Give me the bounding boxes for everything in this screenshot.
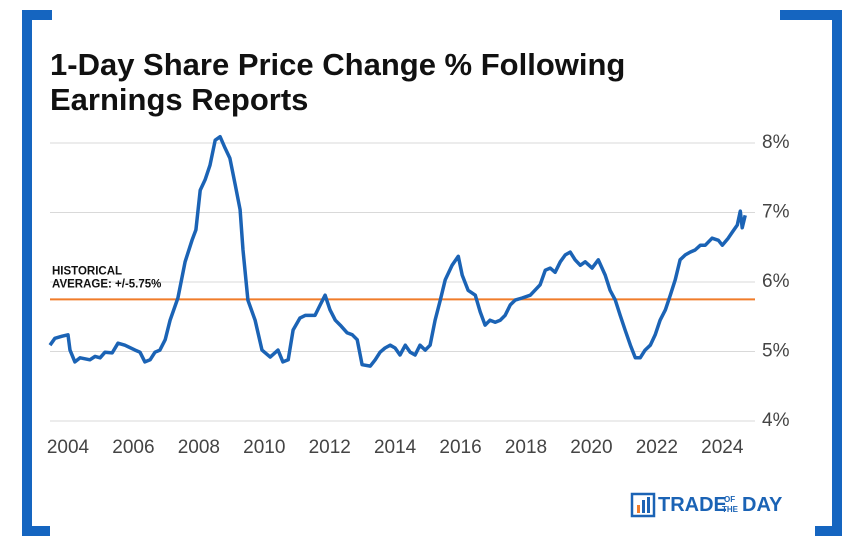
annotation: HISTORICAL <box>52 265 122 277</box>
left-bracket-bottom <box>22 526 50 536</box>
logo-text: OF <box>724 495 735 504</box>
left-bracket-top <box>22 10 52 20</box>
frame <box>22 10 842 536</box>
x-tick-label: 2010 <box>243 437 285 458</box>
logo-text: TRADE <box>658 494 727 516</box>
y-tick-label: 7% <box>762 202 790 223</box>
right-bracket-top <box>780 10 842 20</box>
chart-title: 1-Day Share Price Change % Following <box>50 47 625 82</box>
right-bracket <box>832 10 842 536</box>
right-bracket-bottom <box>815 526 842 536</box>
data-line <box>48 134 747 368</box>
x-tick-label: 2018 <box>505 437 547 458</box>
x-tick-label: 2008 <box>178 437 220 458</box>
y-tick-label: 4% <box>762 410 790 431</box>
x-tick-label: 2012 <box>309 437 351 458</box>
y-tick-label: 5% <box>762 341 790 362</box>
x-tick-label: 2006 <box>112 437 154 458</box>
logo-icon <box>642 500 645 513</box>
logo-text: THE <box>722 505 739 514</box>
y-tick-label: 6% <box>762 271 790 292</box>
annotation: AVERAGE: +/-5.75% <box>52 278 161 290</box>
logo-icon <box>637 505 640 513</box>
chart-title: Earnings Reports <box>50 82 308 117</box>
x-tick-label: 2022 <box>636 437 678 458</box>
x-tick-label: 2014 <box>374 437 417 458</box>
logo-icon <box>630 492 656 518</box>
logo: TRADE OF THE DAY <box>630 492 783 518</box>
y-tick-label: 8% <box>762 132 790 153</box>
logo-icon <box>647 497 650 513</box>
x-tick-label: 2004 <box>47 437 90 458</box>
logo-text: DAY <box>742 494 783 516</box>
left-bracket <box>22 10 32 536</box>
x-tick-label: 2016 <box>439 437 481 458</box>
x-tick-label: 2020 <box>570 437 612 458</box>
x-tick-label: 2024 <box>701 437 744 458</box>
